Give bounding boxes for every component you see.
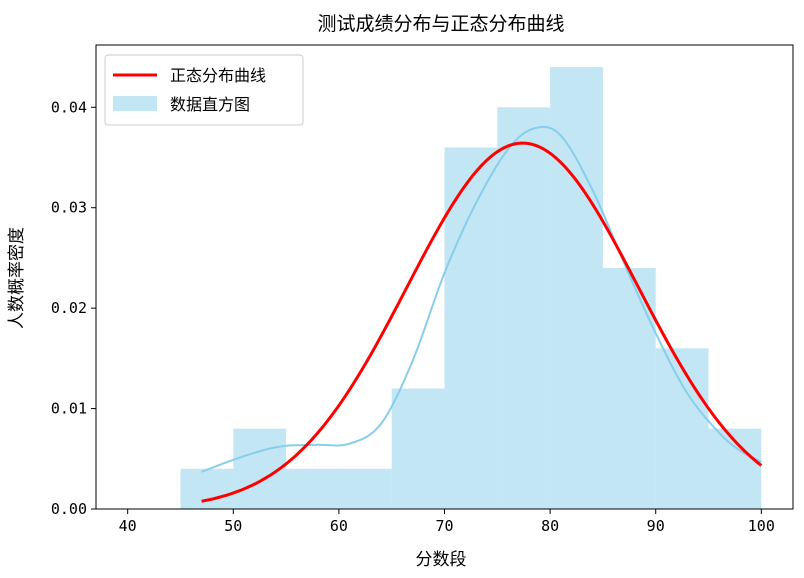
y-tick-label: 0.03 — [51, 199, 87, 217]
x-tick-label: 100 — [748, 517, 775, 535]
histogram-bar — [338, 468, 392, 509]
histogram-bar — [286, 468, 339, 509]
x-tick-label: 90 — [647, 517, 665, 535]
histogram-bar — [550, 67, 603, 509]
y-tick-label: 0.02 — [51, 299, 87, 317]
y-tick-label: 0.00 — [51, 500, 87, 518]
x-tick-label: 50 — [224, 517, 242, 535]
histogram-bar — [655, 348, 709, 509]
normal-curve-line — [201, 141, 763, 503]
y-axis-label: 人数概率密度 — [7, 227, 27, 329]
histogram-bar — [497, 107, 551, 509]
x-tick-label: 70 — [435, 517, 453, 535]
x-axis-label: 分数段 — [416, 550, 467, 570]
plot-area: 40 50 60 70 80 90 100 0.00 0.01 0.02 0.03 0.04 正态分布曲… — [51, 44, 794, 535]
legend-swatch-histogram — [113, 96, 157, 111]
histogram-bar — [602, 267, 656, 509]
chart-title: 测试成绩分布与正态分布曲线 — [317, 13, 564, 35]
histogram-bar — [180, 468, 234, 509]
y-tick-label: 0.04 — [51, 98, 87, 116]
x-tick-label: 60 — [330, 517, 348, 535]
histogram-bar — [444, 147, 498, 509]
kde-line — [201, 125, 762, 473]
y-tick-label: 0.01 — [51, 400, 87, 418]
x-tick-label: 80 — [541, 517, 559, 535]
legend-label-normal: 正态分布曲线 — [170, 66, 266, 85]
legend-label-histogram: 数据直方图 — [170, 95, 250, 114]
histogram-bar — [391, 388, 445, 509]
x-tick-label: 40 — [119, 517, 137, 535]
